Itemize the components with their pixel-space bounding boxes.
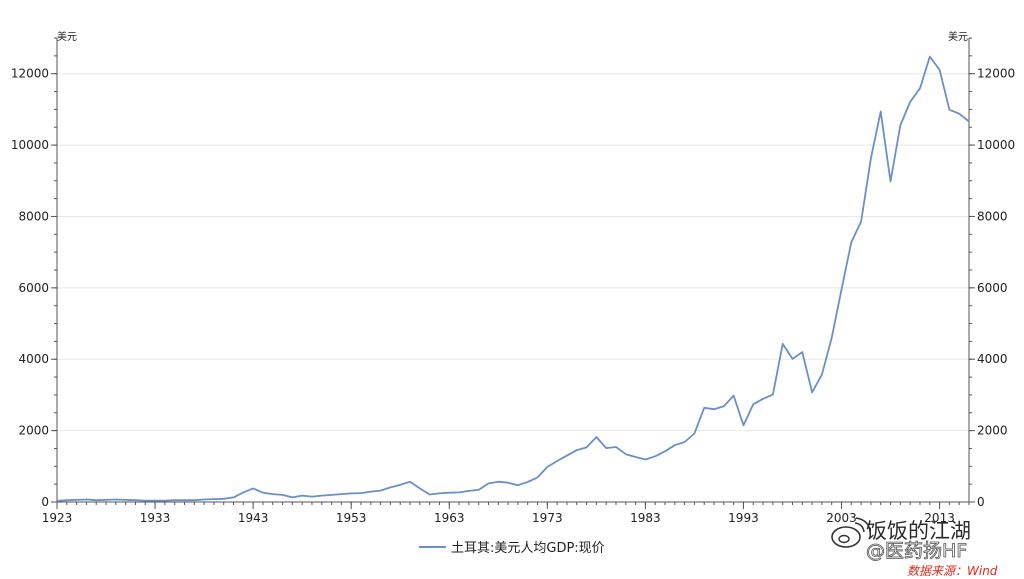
axes [56,38,970,503]
right-unit-label: 美元 [948,30,968,43]
x-tick-label: 2003 [826,511,857,525]
x-tick-label: 1983 [630,511,661,525]
x-tick-label: 1953 [336,511,367,525]
right-tick-labels: 0 2000 4000 6000 8000 10000 12000 [969,37,1015,509]
left-tick-labels: 0 2000 4000 6000 8000 10000 12000 [11,37,57,509]
weibo-logo-icon [831,517,871,548]
y-tick-label-right: 12000 [977,67,1015,81]
y-tick-label-right: 10000 [977,138,1015,152]
x-tick-labels: 1923 1933 1943 1953 1963 1973 1983 1993 2003 2013 [42,502,970,525]
y-tick-label-left: 10000 [11,138,49,152]
watermark-name: 饭饭的江湖 [866,519,971,543]
x-tick-label: 2013 [924,511,955,525]
grid-lines [57,73,969,432]
y-tick-label-left: 4000 [18,352,49,366]
y-tick-label-left: 8000 [18,209,49,223]
legend-label: 土耳其:美元人均GDP:现价 [451,541,605,556]
series-layer [56,55,970,502]
y-tick-label-left: 12000 [11,67,49,81]
x-tick-label: 1993 [728,511,759,525]
y-tick-label-left: 2000 [18,424,49,438]
left-unit-label: 美元 [57,30,77,43]
source-note: 数据来源：Wind [907,564,998,578]
x-tick-label: 1963 [434,511,465,525]
watermark-handle: @医药扬HF [866,540,967,562]
y-tick-label-left: 6000 [18,281,49,295]
y-tick-label-right: 0 [977,495,985,509]
y-tick-label-right: 8000 [977,209,1008,223]
x-tick-label: 1933 [140,511,171,525]
y-tick-label-right: 2000 [977,424,1008,438]
y-tick-label-right: 6000 [977,281,1008,295]
x-tick-label: 1943 [238,511,269,525]
y-tick-label-left: 0 [41,495,49,509]
y-tick-label-right: 4000 [977,352,1008,366]
series-line [56,55,970,502]
watermark: 饭饭的江湖 @医药扬HF [831,517,971,562]
legend: 土耳其:美元人均GDP:现价 [419,541,605,556]
x-tick-label: 1923 [42,511,73,525]
x-tick-label: 1973 [532,511,563,525]
